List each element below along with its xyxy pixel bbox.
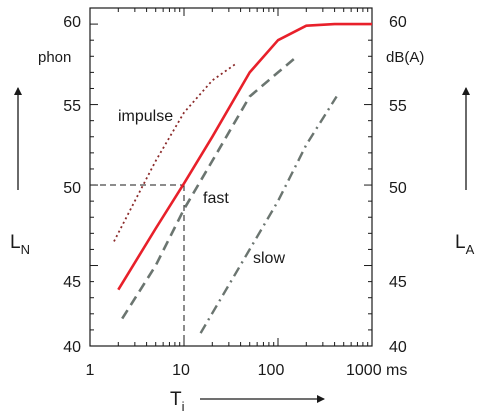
x-axis-label: Ti — [170, 389, 185, 414]
y-right-axis-subscript: A — [466, 242, 475, 257]
y-left-axis-symbol: L — [10, 232, 21, 253]
reference-guides — [90, 184, 185, 346]
y-left-tick-label: 45 — [63, 274, 81, 291]
series-lines — [113, 22, 372, 334]
y-right-tick-label: 45 — [389, 274, 407, 291]
x-tick-label: 1 — [86, 362, 95, 379]
series-line-slow — [199, 95, 338, 334]
y-left-tick-label: 40 — [63, 339, 81, 356]
y-left-axis-label: LN — [10, 232, 30, 257]
series-line-impulse — [113, 63, 236, 242]
x-axis-subscript: i — [182, 399, 185, 414]
y-left-tick-label: 50 — [63, 180, 81, 197]
x-tick-label: 10 — [172, 362, 190, 379]
y-left-unit: phon — [38, 49, 71, 66]
tick-marks — [89, 7, 373, 347]
y-left-tick-labels: 40 45 50 55 60 — [63, 14, 81, 356]
y-right-tick-label: 55 — [389, 98, 407, 115]
y-right-axis-label: LA — [455, 232, 475, 257]
x-axis-symbol: T — [170, 389, 182, 410]
y-left-tick-label: 55 — [63, 98, 81, 115]
plot-frame — [89, 7, 373, 347]
y-right-tick-labels: 40 45 50 55 60 — [389, 14, 407, 356]
y-left-tick-label: 60 — [63, 14, 81, 31]
y-right-tick-label: 50 — [389, 180, 407, 197]
y-right-tick-label: 40 — [389, 339, 407, 356]
series-line-reference — [117, 22, 372, 291]
y-right-tick-label: 60 — [389, 14, 407, 31]
series-line-fast — [121, 55, 299, 320]
x-tick-label: 100 — [258, 362, 285, 379]
x-tick-label: 1000 ms — [346, 362, 407, 379]
x-tick-labels: 1 10 100 1000 ms — [86, 362, 408, 379]
y-right-unit: dB(A) — [386, 49, 424, 66]
series-label-slow: slow — [253, 250, 285, 267]
y-left-axis-subscript: N — [21, 242, 30, 257]
series-label-fast: fast — [203, 190, 229, 207]
series-label-impulse: impulse — [118, 108, 173, 125]
y-right-axis-symbol: L — [455, 232, 466, 253]
